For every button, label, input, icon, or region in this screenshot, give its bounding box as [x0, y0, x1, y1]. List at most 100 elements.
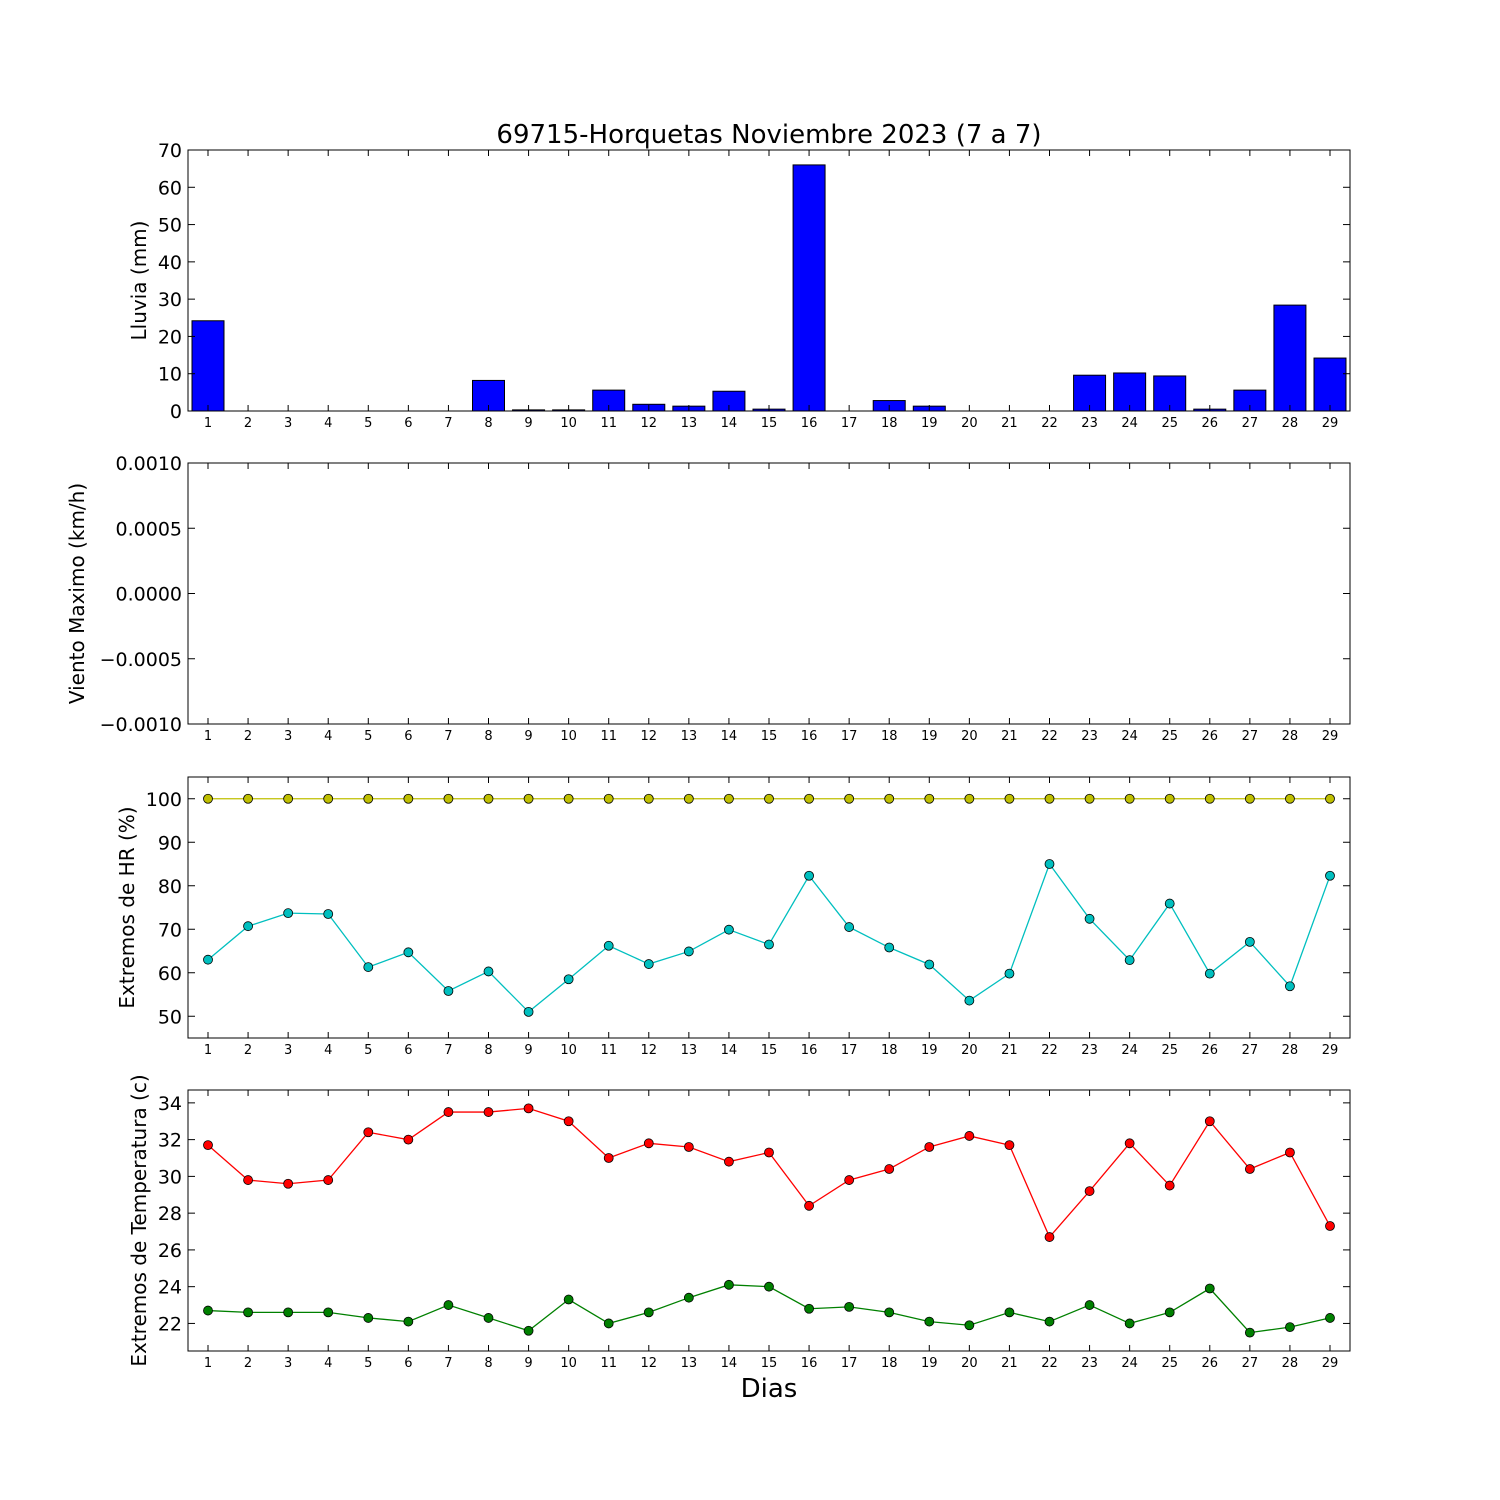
- y-tick-label: 40: [158, 252, 182, 274]
- data-point: [403, 793, 414, 804]
- y-tick-label: 30: [158, 289, 182, 311]
- data-point: [1004, 968, 1015, 979]
- y-tick-label: 100: [146, 789, 182, 811]
- x-tick-label: 21: [1001, 416, 1018, 431]
- chart-title: 69715-Horquetas Noviembre 2023 (7 a 7): [496, 120, 1041, 150]
- x-tick-label: 19: [921, 729, 938, 744]
- x-tick-label: 24: [1121, 1356, 1138, 1371]
- x-tick-label: 19: [921, 1043, 938, 1058]
- x-tick-label: 17: [841, 1356, 858, 1371]
- data-point: [1204, 1116, 1215, 1127]
- x-tick-label: 19: [921, 416, 938, 431]
- data-point: [563, 1116, 574, 1127]
- data-point: [1124, 793, 1135, 804]
- x-tick-label: 3: [284, 1043, 292, 1058]
- data-point: [483, 793, 494, 804]
- y-tick-label: 32: [158, 1130, 182, 1152]
- data-point: [1044, 793, 1055, 804]
- x-tick-label: 16: [801, 1356, 818, 1371]
- x-tick-label: 23: [1081, 1043, 1098, 1058]
- x-tick-label: 2: [244, 729, 252, 744]
- y-tick-label: −0.0005: [100, 649, 182, 671]
- x-tick-label: 7: [444, 416, 452, 431]
- data-point: [964, 995, 975, 1006]
- data-point: [603, 1318, 614, 1329]
- data-point: [203, 793, 213, 804]
- x-tick-label: 20: [961, 1043, 978, 1058]
- x-axis-label: Dias: [741, 1374, 798, 1404]
- y-tick-label: 30: [158, 1166, 182, 1188]
- x-tick-label: 7: [444, 1043, 452, 1058]
- data-point: [884, 942, 895, 953]
- data-point: [724, 924, 734, 935]
- y-tick-label: 0: [170, 401, 182, 423]
- x-tick-label: 15: [761, 1043, 778, 1058]
- y-tick-label: 60: [158, 177, 182, 199]
- data-point: [1285, 1322, 1295, 1333]
- y-tick-label: 80: [158, 876, 182, 898]
- data-point: [1044, 1232, 1055, 1242]
- data-point: [1285, 981, 1295, 992]
- x-tick-label: 24: [1121, 1043, 1138, 1058]
- x-tick-label: 4: [324, 416, 332, 431]
- data-point: [1124, 1318, 1135, 1329]
- data-point: [643, 1307, 654, 1318]
- data-point: [443, 986, 454, 996]
- data-point: [764, 793, 774, 804]
- x-tick-label: 13: [681, 1043, 698, 1058]
- x-tick-label: 27: [1242, 729, 1259, 744]
- data-point: [563, 1294, 574, 1305]
- x-tick-label: 4: [324, 1043, 332, 1058]
- x-tick-label: 8: [484, 729, 492, 744]
- data-point: [1084, 913, 1095, 924]
- data-point: [323, 1307, 334, 1318]
- y-tick-label: 60: [158, 963, 182, 985]
- y-tick-label: 34: [158, 1093, 182, 1115]
- x-tick-label: 12: [641, 1043, 658, 1058]
- data-point: [964, 793, 975, 804]
- x-tick-label: 10: [560, 1356, 577, 1371]
- bar: [1313, 357, 1347, 412]
- x-tick-label: 18: [881, 416, 898, 431]
- data-point: [764, 1281, 774, 1292]
- y-axis-label: Extremos de Temperatura (c): [127, 1074, 151, 1366]
- x-tick-label: 10: [560, 416, 577, 431]
- data-point: [283, 908, 294, 919]
- x-tick-label: 22: [1041, 729, 1058, 744]
- data-point: [363, 793, 374, 804]
- x-tick-label: 20: [961, 416, 978, 431]
- x-tick-label: 14: [721, 1043, 738, 1058]
- x-tick-label: 23: [1081, 416, 1098, 431]
- data-point: [323, 909, 334, 919]
- y-tick-label: 50: [158, 215, 182, 237]
- x-tick-label: 26: [1202, 1043, 1219, 1058]
- y-tick-label: 0.0000: [116, 584, 182, 606]
- y-tick-label: −0.0010: [100, 714, 182, 736]
- y-tick-label: 28: [158, 1203, 182, 1225]
- data-point: [724, 793, 734, 804]
- data-point: [243, 1175, 253, 1185]
- x-tick-label: 4: [324, 1356, 332, 1371]
- data-point: [523, 793, 534, 804]
- y-tick-label: 70: [158, 919, 182, 941]
- x-tick-label: 15: [761, 1356, 778, 1371]
- bar: [1113, 372, 1147, 412]
- data-point: [683, 1142, 694, 1152]
- x-tick-label: 28: [1282, 729, 1299, 744]
- x-tick-label: 10: [560, 1043, 577, 1058]
- x-tick-label: 3: [284, 416, 292, 431]
- x-tick-label: 1: [204, 416, 212, 431]
- x-tick-label: 12: [641, 1356, 658, 1371]
- data-point: [1325, 1221, 1335, 1231]
- data-point: [1164, 1180, 1175, 1191]
- data-point: [363, 962, 374, 972]
- x-tick-label: 29: [1322, 416, 1339, 431]
- data-point: [804, 870, 814, 881]
- data-point: [243, 793, 253, 804]
- data-point: [403, 1134, 414, 1145]
- panel-4: 1 2 3 4 5 6 7 8 9 10 11 12 13 14 15 16 17 18 19 20 21 22 23 24 2…: [127, 1074, 1351, 1404]
- data-point: [1325, 793, 1335, 804]
- x-tick-label: 22: [1041, 416, 1058, 431]
- y-axis-label: Lluvia (mm): [127, 221, 151, 341]
- x-tick-label: 12: [641, 416, 658, 431]
